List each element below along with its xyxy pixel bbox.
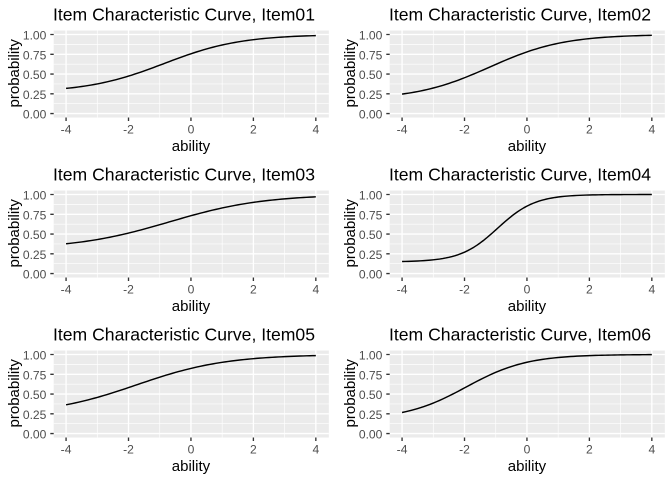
svg-text:ability: ability [172, 458, 211, 475]
svg-text:2: 2 [586, 442, 593, 456]
svg-text:1.00: 1.00 [23, 29, 47, 43]
svg-text:ability: ability [508, 138, 547, 155]
svg-text:0: 0 [188, 442, 195, 456]
svg-text:0: 0 [188, 282, 195, 296]
svg-text:-2: -2 [459, 122, 470, 136]
svg-text:0.50: 0.50 [23, 68, 47, 82]
svg-text:Item Characteristic Curve, Ite: Item Characteristic Curve, Item05 [53, 324, 315, 344]
svg-text:-4: -4 [397, 282, 408, 296]
svg-text:-4: -4 [61, 122, 72, 136]
svg-text:Item Characteristic Curve, Ite: Item Characteristic Curve, Item03 [53, 164, 315, 184]
svg-text:0.00: 0.00 [359, 268, 383, 282]
svg-text:4: 4 [312, 442, 319, 456]
svg-text:0.25: 0.25 [359, 88, 383, 102]
svg-text:0: 0 [188, 122, 195, 136]
svg-text:4: 4 [312, 282, 319, 296]
svg-text:0.00: 0.00 [23, 428, 47, 442]
svg-text:1.00: 1.00 [359, 189, 383, 203]
svg-text:4: 4 [648, 442, 655, 456]
svg-text:0: 0 [524, 442, 531, 456]
svg-text:0: 0 [524, 122, 531, 136]
svg-text:2: 2 [250, 282, 257, 296]
svg-text:0: 0 [524, 282, 531, 296]
svg-text:-2: -2 [123, 282, 134, 296]
svg-text:0.50: 0.50 [23, 228, 47, 242]
svg-text:Item Characteristic Curve, Ite: Item Characteristic Curve, Item06 [389, 324, 651, 344]
svg-text:0.75: 0.75 [23, 208, 47, 222]
svg-text:0.25: 0.25 [23, 248, 47, 262]
svg-text:2: 2 [250, 122, 257, 136]
svg-text:2: 2 [586, 282, 593, 296]
svg-text:0.75: 0.75 [359, 48, 383, 62]
svg-text:0.00: 0.00 [23, 268, 47, 282]
svg-text:0.50: 0.50 [359, 68, 383, 82]
svg-text:ability: ability [172, 138, 211, 155]
svg-text:Item Characteristic Curve, Ite: Item Characteristic Curve, Item01 [53, 4, 315, 24]
svg-text:-2: -2 [459, 442, 470, 456]
svg-text:0.50: 0.50 [359, 388, 383, 402]
svg-text:0.50: 0.50 [23, 388, 47, 402]
svg-text:-4: -4 [397, 122, 408, 136]
svg-text:probability: probability [6, 39, 23, 108]
svg-text:probability: probability [342, 39, 359, 108]
svg-text:-2: -2 [459, 282, 470, 296]
svg-text:-4: -4 [61, 282, 72, 296]
svg-text:0.25: 0.25 [23, 88, 47, 102]
svg-text:0.25: 0.25 [23, 408, 47, 422]
svg-text:Item Characteristic Curve, Ite: Item Characteristic Curve, Item04 [389, 164, 651, 184]
svg-text:probability: probability [6, 199, 23, 268]
svg-text:0.00: 0.00 [359, 108, 383, 122]
svg-text:2: 2 [586, 122, 593, 136]
svg-text:1.00: 1.00 [359, 29, 383, 43]
svg-text:0.25: 0.25 [359, 408, 383, 422]
svg-text:4: 4 [312, 122, 319, 136]
svg-text:0.75: 0.75 [23, 48, 47, 62]
svg-text:1.00: 1.00 [23, 189, 47, 203]
svg-text:probability: probability [342, 199, 359, 268]
svg-text:probability: probability [342, 359, 359, 428]
svg-text:0.00: 0.00 [359, 428, 383, 442]
svg-text:ability: ability [172, 298, 211, 315]
svg-text:1.00: 1.00 [359, 349, 383, 363]
svg-text:ability: ability [508, 458, 547, 475]
svg-text:-2: -2 [123, 122, 134, 136]
svg-text:2: 2 [250, 442, 257, 456]
svg-text:0.75: 0.75 [23, 368, 47, 382]
svg-text:-4: -4 [61, 442, 72, 456]
svg-text:4: 4 [648, 282, 655, 296]
svg-text:0.25: 0.25 [359, 248, 383, 262]
svg-text:1.00: 1.00 [23, 349, 47, 363]
svg-text:0.75: 0.75 [359, 208, 383, 222]
svg-text:0.00: 0.00 [23, 108, 47, 122]
svg-text:0.50: 0.50 [359, 228, 383, 242]
svg-text:-4: -4 [397, 442, 408, 456]
svg-text:-2: -2 [123, 442, 134, 456]
svg-text:0.75: 0.75 [359, 368, 383, 382]
svg-text:ability: ability [508, 298, 547, 315]
svg-text:probability: probability [6, 359, 23, 428]
svg-text:Item Characteristic Curve, Ite: Item Characteristic Curve, Item02 [389, 4, 651, 24]
svg-text:4: 4 [648, 122, 655, 136]
